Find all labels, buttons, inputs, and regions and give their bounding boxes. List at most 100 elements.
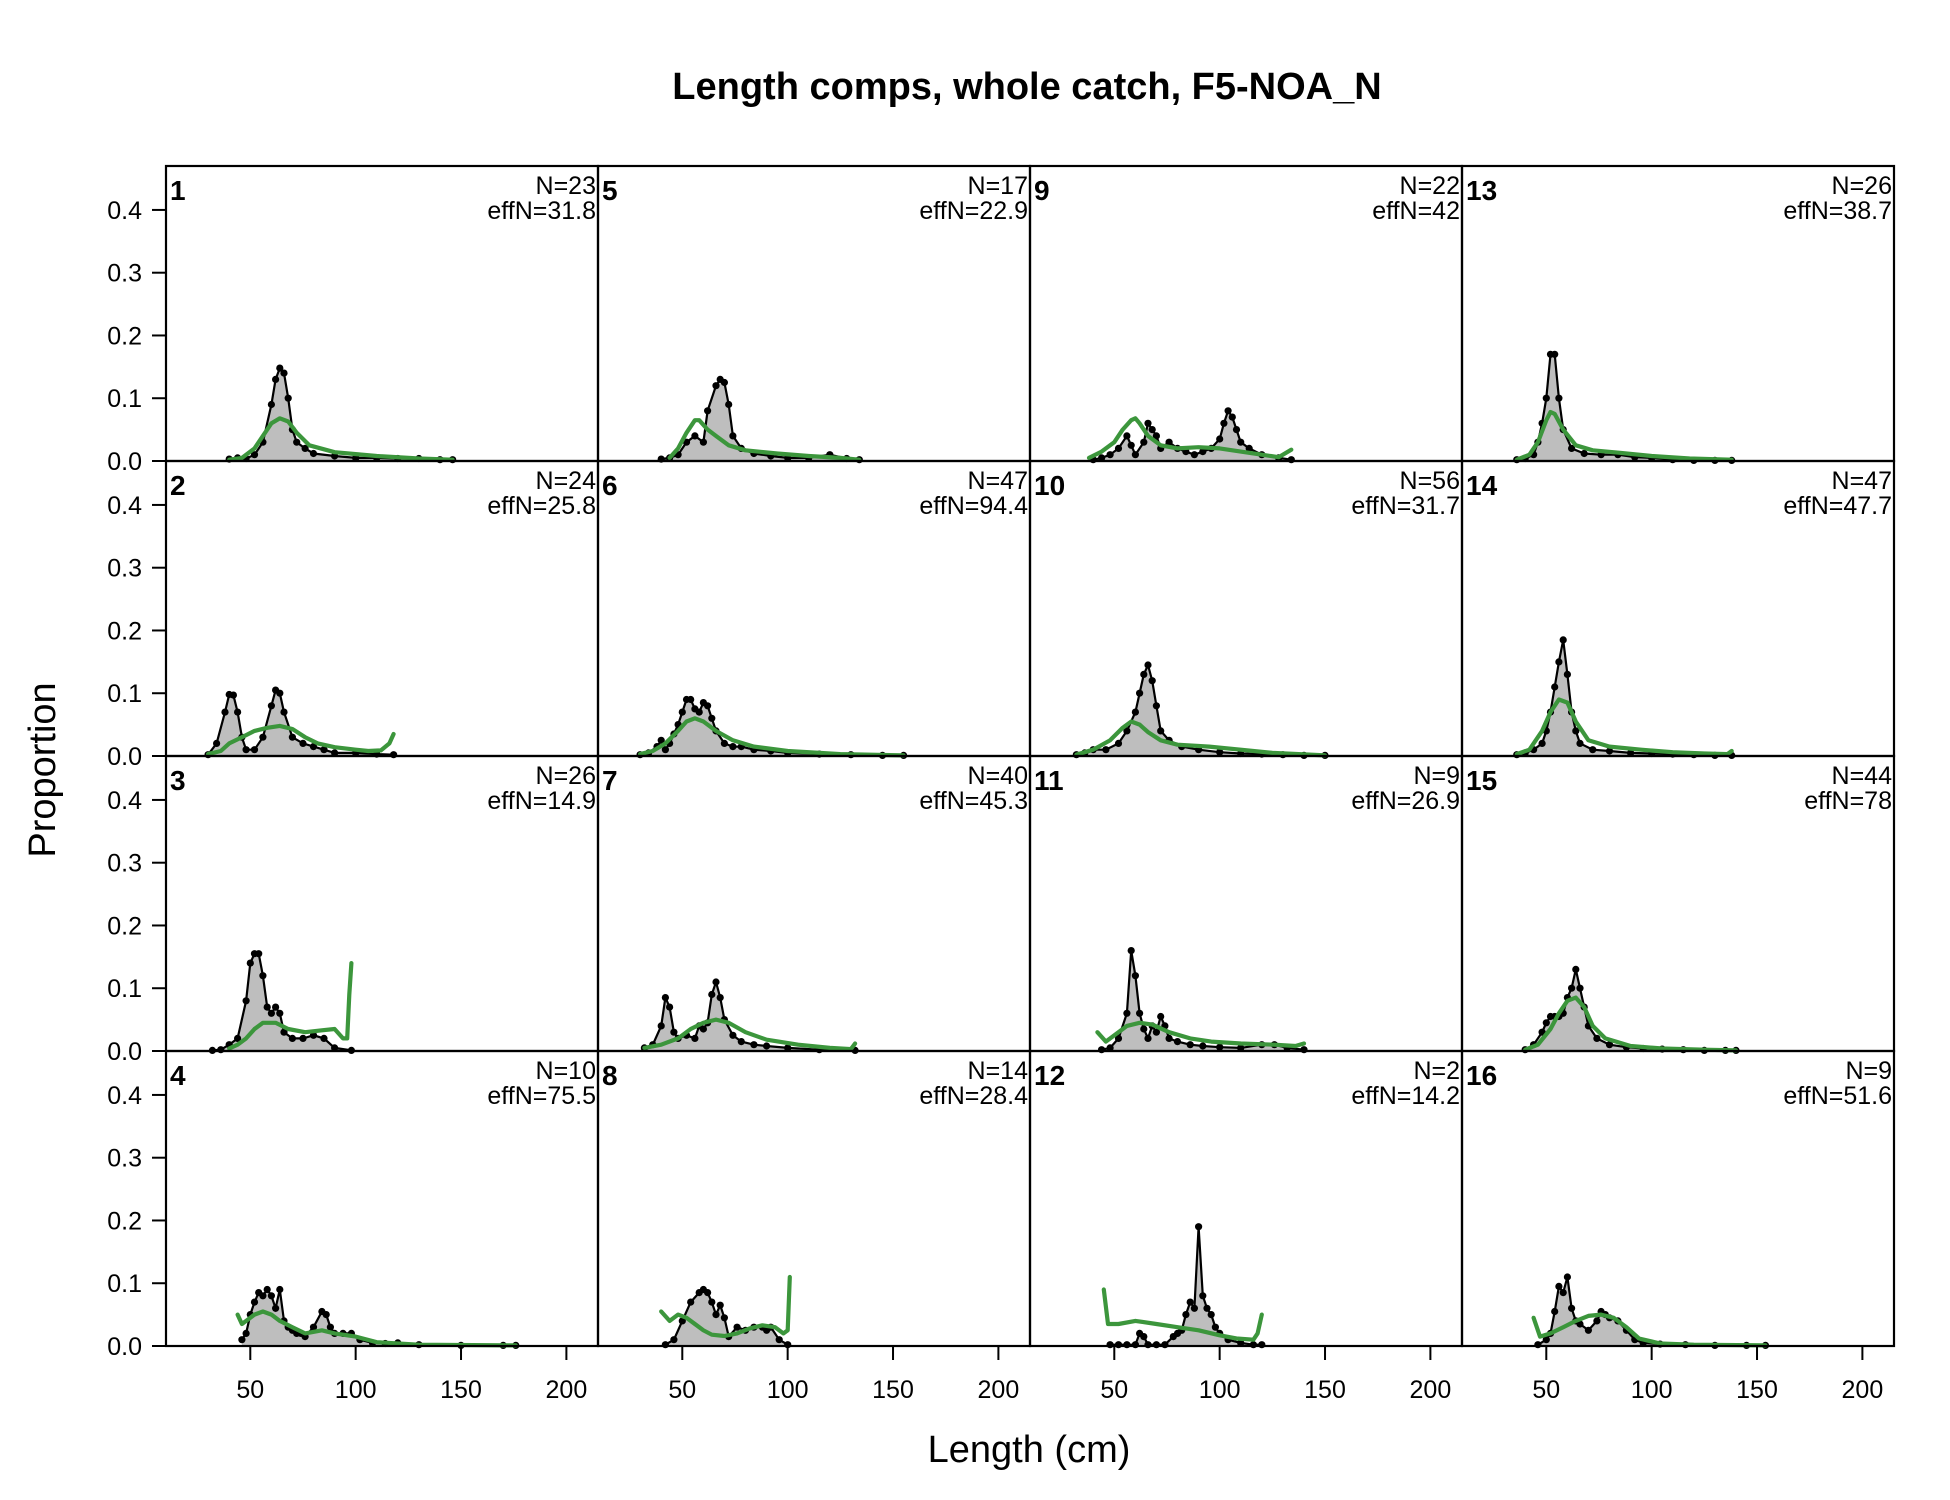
panel-n: N=9 — [1845, 1057, 1892, 1085]
observed-point — [1195, 1223, 1203, 1231]
observed-point — [720, 739, 729, 748]
observed-point — [1102, 746, 1110, 754]
observed-point — [1182, 1311, 1190, 1319]
x-tick-label: 100 — [767, 1376, 809, 1404]
observed-point — [725, 400, 733, 409]
observed-point — [280, 708, 288, 716]
observed-point — [1605, 1041, 1614, 1049]
observed-point — [1563, 670, 1571, 679]
observed-area — [1110, 1226, 1262, 1346]
observed-point — [1551, 1307, 1559, 1316]
y-tick-label: 0.2 — [107, 1207, 142, 1235]
observed-point — [1148, 677, 1156, 685]
observed-point — [255, 950, 263, 958]
observed-point — [1190, 1304, 1198, 1312]
observed-point — [322, 1311, 330, 1319]
observed-point — [1152, 432, 1160, 440]
observed-point — [1136, 689, 1144, 697]
observed-point — [704, 1289, 712, 1297]
x-tick-label: 150 — [1304, 1376, 1346, 1404]
panel-effn: effN=94.4 — [919, 492, 1028, 520]
expected-line — [1074, 719, 1328, 758]
observed-point — [1559, 636, 1567, 644]
panel-effn: effN=45.3 — [919, 787, 1028, 815]
panel-n: N=23 — [536, 172, 596, 200]
observed-point — [720, 378, 729, 387]
observed-point — [267, 1292, 275, 1300]
observed-point — [1106, 1044, 1114, 1052]
y-tick-label: 0.0 — [107, 1038, 142, 1066]
panel-n: N=47 — [968, 467, 1028, 495]
panel-n: N=17 — [968, 172, 1028, 200]
observed-point — [1144, 1034, 1152, 1042]
panel-label: 11 — [1034, 765, 1064, 796]
observed-point — [1186, 1298, 1194, 1306]
observed-point — [1300, 1046, 1308, 1054]
observed-point — [1572, 965, 1580, 974]
observed-point — [1140, 1333, 1148, 1341]
observed-point — [750, 1041, 758, 1049]
panel-effn: effN=26.9 — [1351, 787, 1460, 815]
observed-area — [1516, 639, 1732, 756]
observed-point — [1114, 739, 1123, 748]
observed-point — [1131, 972, 1139, 980]
observed-point — [691, 1034, 699, 1042]
y-tick-label: 0.3 — [107, 1145, 142, 1173]
observed-point — [1140, 438, 1148, 446]
panel-effn: effN=75.5 — [487, 1082, 596, 1110]
observed-point — [1568, 1304, 1576, 1312]
y-tick-label: 0.3 — [107, 850, 142, 878]
observed-point — [272, 1304, 280, 1312]
observed-point — [1106, 1341, 1114, 1349]
observed-point — [657, 736, 665, 744]
observed-point — [712, 978, 720, 986]
observed-point — [1589, 746, 1597, 754]
observed-point — [733, 1323, 741, 1331]
expected-line — [1086, 416, 1294, 460]
observed-point — [1144, 1341, 1152, 1349]
observed-point — [1152, 1341, 1160, 1349]
observed-point — [1131, 708, 1139, 716]
observed-point — [309, 1323, 318, 1331]
observed-point — [1173, 1038, 1182, 1046]
y-tick-label: 0.1 — [107, 680, 142, 708]
observed-point — [284, 394, 292, 402]
observed-point — [661, 1341, 670, 1349]
observed-point — [1572, 727, 1580, 735]
expected-line — [1095, 1020, 1307, 1049]
observed-point — [299, 739, 307, 748]
observed-point — [712, 382, 720, 390]
x-tick-label: 150 — [440, 1376, 482, 1404]
observed-point — [708, 714, 716, 722]
x-tick-label: 100 — [335, 1376, 377, 1404]
panel-label: 16 — [1466, 1060, 1497, 1091]
observed-point — [1559, 1289, 1567, 1297]
observed-point — [1580, 449, 1588, 458]
panel-effn: effN=47.7 — [1783, 492, 1892, 520]
observed-point — [1563, 1273, 1571, 1281]
observed-point — [1220, 419, 1228, 427]
observed-point — [242, 746, 250, 754]
panel-effn: effN=31.8 — [487, 197, 596, 225]
observed-point — [1114, 1341, 1123, 1349]
observed-point — [720, 1314, 729, 1322]
observed-point — [1555, 1282, 1563, 1290]
observed-point — [1199, 448, 1207, 456]
panel-label: 15 — [1466, 765, 1497, 796]
observed-point — [1555, 658, 1563, 666]
panel-n: N=56 — [1400, 467, 1460, 495]
observed-point — [1127, 947, 1135, 955]
expected-line — [667, 418, 862, 462]
observed-point — [1165, 1034, 1173, 1042]
observed-point — [213, 739, 221, 748]
expected-line — [235, 1309, 518, 1348]
observed-point — [1157, 1012, 1165, 1021]
observed-point — [708, 1298, 716, 1306]
observed-point — [1228, 413, 1236, 421]
observed-point — [775, 1336, 783, 1344]
observed-point — [1190, 451, 1198, 459]
